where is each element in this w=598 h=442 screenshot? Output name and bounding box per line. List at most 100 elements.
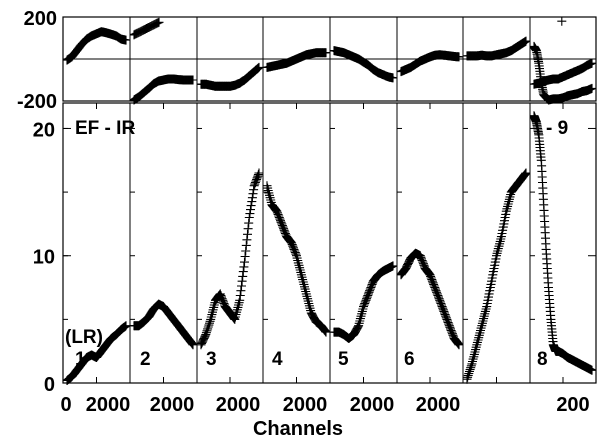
amplitude-point [291, 249, 301, 259]
amplitude-point [300, 284, 310, 294]
phase-series-segment [129, 17, 164, 40]
amplitude-point [270, 204, 280, 214]
amplitude-point [247, 197, 257, 207]
amplitude-point [265, 193, 275, 203]
amplitude-point [271, 205, 281, 215]
amplitude-point [477, 321, 487, 331]
panel-annotation: (LR) [65, 327, 103, 348]
amplitude-series-segment [529, 111, 597, 375]
amplitude-point [356, 311, 366, 321]
phase-point [154, 17, 164, 27]
amplitude-point [465, 367, 474, 376]
amplitude-point [471, 345, 481, 355]
amplitude-point [243, 229, 252, 239]
amplitude-point [300, 282, 309, 292]
amplitude-point [388, 261, 398, 271]
amplitude-point [492, 248, 502, 258]
amplitude-point [188, 340, 198, 350]
amplitude-point [472, 337, 482, 347]
amplitude-point [231, 310, 241, 320]
phase-point [253, 64, 263, 74]
amplitude-series-segment [329, 261, 398, 343]
amplitude-point [476, 323, 486, 333]
amplitude-point [474, 333, 484, 343]
amplitude-point [121, 321, 131, 331]
x-tick-label: 2000 [350, 394, 395, 416]
phase-series-segment [529, 41, 597, 105]
amplitude-point [235, 291, 245, 300]
amplitude-point [242, 235, 252, 245]
amplitude-point [424, 269, 434, 279]
amplitude-point [299, 279, 309, 289]
amplitude-point [263, 186, 273, 195]
amplitude-series-segment [196, 168, 264, 350]
amplitude-point [452, 337, 462, 347]
amplitude-point [293, 258, 303, 268]
amplitude-point [296, 267, 306, 277]
amplitude-point [244, 213, 254, 222]
amplitude-point [187, 338, 197, 348]
amplitude-series-segment [62, 321, 131, 385]
amplitude-point [467, 359, 477, 369]
amplitude-point [472, 340, 482, 350]
amplitude-y-tick-label: 0 [44, 374, 55, 396]
amplitude-point [244, 218, 254, 228]
amplitude-point [495, 239, 505, 249]
amplitude-point [494, 241, 504, 251]
amplitude-point [236, 286, 246, 296]
amplitude-point [320, 326, 330, 336]
amplitude-point [203, 322, 213, 332]
panel-annotation: 6 [404, 349, 415, 370]
amplitude-point [233, 302, 243, 312]
phase-series-segment [557, 16, 567, 26]
amplitude-point [480, 306, 490, 316]
amplitude-point [468, 354, 478, 364]
amplitude-point [301, 287, 311, 296]
amplitude-point [254, 168, 264, 178]
amplitude-point [204, 320, 214, 330]
amplitude-point [246, 205, 255, 215]
phase-panel [62, 16, 597, 105]
amplitude-point [237, 281, 246, 291]
amplitude-point [187, 339, 197, 349]
phase-y-tick-label: 200 [24, 8, 57, 30]
amplitude-point [477, 318, 487, 328]
amplitude-point [201, 330, 211, 340]
amplitude-point [232, 307, 242, 317]
amplitude-point [479, 311, 489, 321]
amplitude-point [474, 330, 484, 340]
amplitude-point [209, 302, 219, 312]
amplitude-point [357, 309, 367, 319]
amplitude-point [235, 295, 245, 305]
amplitude-point [243, 224, 253, 234]
x-tick-label: 2000 [150, 394, 195, 416]
amplitude-panel [62, 102, 597, 385]
amplitude-series-segment [396, 248, 464, 350]
amplitude-point [295, 263, 305, 273]
amplitude-point [505, 192, 515, 202]
amplitude-point [292, 253, 302, 263]
amplitude-point [206, 314, 216, 324]
phase-point [321, 48, 331, 58]
amplitude-point [520, 169, 530, 179]
phase-series-segment [196, 62, 264, 91]
amplitude-point [454, 340, 464, 350]
amplitude-point [241, 240, 251, 250]
panel-annotation: EF - IR [75, 118, 135, 139]
amplitude-point [253, 170, 263, 180]
amplitude-point [463, 370, 473, 380]
amplitude-point [207, 310, 217, 320]
amplitude-point [240, 252, 250, 261]
amplitude-y-tick-label: 20 [33, 119, 55, 141]
panel-annotation: 5 [338, 349, 349, 370]
amplitude-series-segment [262, 181, 331, 337]
amplitude-point [294, 260, 304, 270]
amplitude-point [476, 326, 485, 335]
amplitude-point [206, 312, 216, 322]
amplitude-point [521, 168, 531, 178]
amplitude-point [263, 183, 273, 193]
amplitude-y-tick-label: 10 [33, 247, 55, 269]
amplitude-point [321, 327, 331, 337]
amplitude-point [229, 314, 239, 324]
